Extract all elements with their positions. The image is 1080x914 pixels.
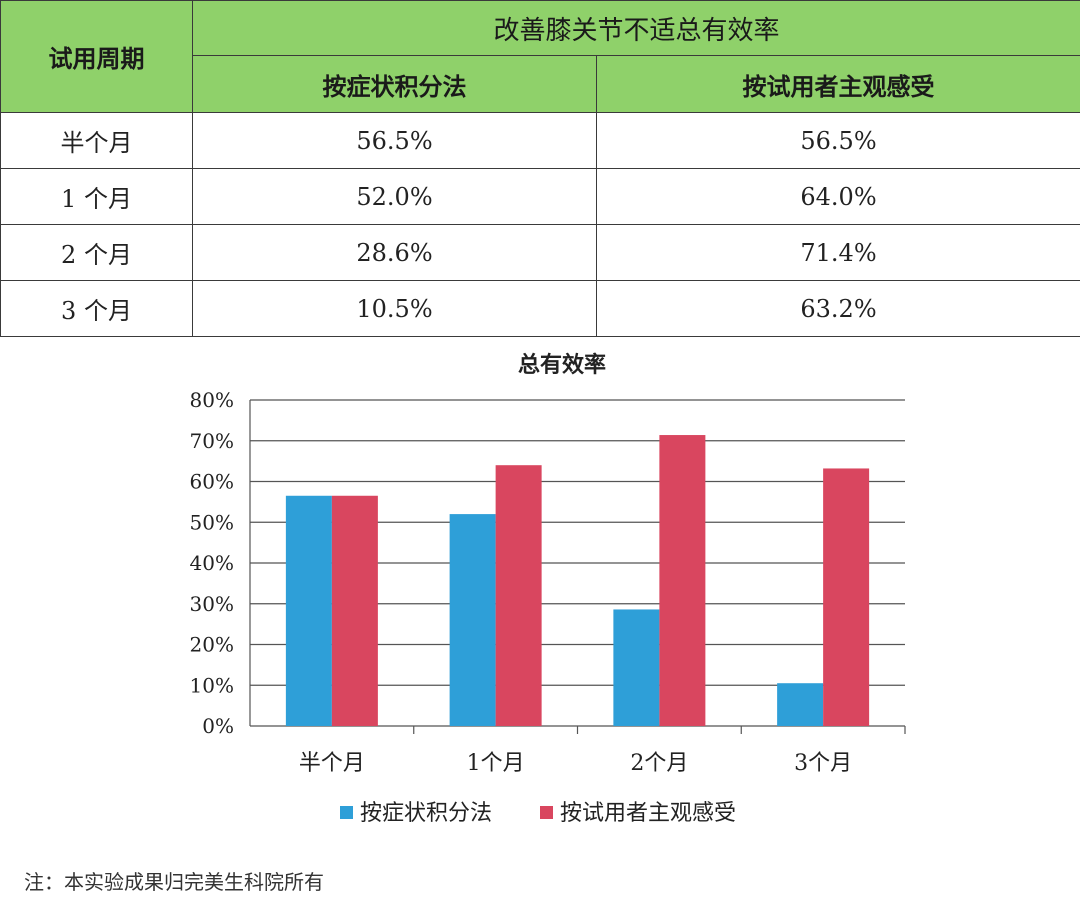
cell-subjective: 63.2% bbox=[595, 280, 1080, 337]
chart-legend: 按症状积分法 按试用者主观感受 bbox=[340, 801, 736, 826]
y-tick-label: 70% bbox=[190, 429, 234, 453]
chart-bars bbox=[285, 435, 870, 726]
cell-symptom-score: 10.5% bbox=[192, 280, 597, 337]
table-row: 半个月 56.5% 56.5% bbox=[0, 112, 1080, 169]
x-category-label: 2个月 bbox=[630, 751, 688, 776]
table-row: 3 个月 10.5% 63.2% bbox=[0, 280, 1080, 337]
cell-symptom-score: 56.5% bbox=[192, 112, 597, 169]
table-row: 2 个月 28.6% 71.4% bbox=[0, 224, 1080, 281]
x-category-label: 半个月 bbox=[299, 751, 365, 776]
cell-subjective: 71.4% bbox=[595, 224, 1080, 281]
y-tick-label: 50% bbox=[190, 510, 234, 534]
cell-symptom-score: 28.6% bbox=[192, 224, 597, 281]
legend-swatch bbox=[340, 806, 353, 819]
y-tick-label: 60% bbox=[190, 470, 234, 494]
legend-label: 按症状积分法 bbox=[360, 801, 492, 826]
cell-subjective: 56.5% bbox=[595, 112, 1080, 169]
y-tick-label: 10% bbox=[190, 673, 234, 697]
legend-swatch bbox=[540, 806, 553, 819]
legend-label: 按试用者主观感受 bbox=[560, 801, 736, 826]
header-period: 试用周期 bbox=[0, 0, 193, 113]
bar-subjective bbox=[495, 465, 542, 726]
y-tick-label: 30% bbox=[190, 592, 234, 616]
cell-period: 3 个月 bbox=[0, 280, 193, 337]
footnote: 注：本实验成果归完美生科院所有 bbox=[24, 870, 324, 894]
chart-title: 总有效率 bbox=[518, 352, 606, 378]
x-category-label: 3个月 bbox=[794, 751, 852, 776]
bar-subjective bbox=[331, 495, 378, 726]
cell-subjective: 64.0% bbox=[595, 168, 1080, 225]
y-tick-label: 40% bbox=[190, 551, 234, 575]
y-tick-label: 80% bbox=[190, 388, 234, 412]
y-tick-label: 0% bbox=[202, 714, 234, 738]
header-symptom-score: 按症状积分法 bbox=[192, 55, 597, 113]
header-group: 改善膝关节不适总有效率 bbox=[191, 0, 1080, 56]
cell-symptom-score: 52.0% bbox=[192, 168, 597, 225]
x-category-label: 1个月 bbox=[467, 751, 525, 776]
cell-period: 1 个月 bbox=[0, 168, 193, 225]
cell-period: 2 个月 bbox=[0, 224, 193, 281]
bar-symptom-score bbox=[777, 683, 824, 726]
y-tick-label: 20% bbox=[190, 633, 234, 657]
header-subjective: 按试用者主观感受 bbox=[595, 55, 1080, 113]
y-axis-ticks: 0% 10% 20% 30% 40% 50% 60% 70% 80% bbox=[190, 388, 234, 738]
table-row: 1 个月 52.0% 64.0% bbox=[0, 168, 1080, 225]
bar-symptom-score bbox=[613, 609, 660, 726]
bar-symptom-score bbox=[285, 495, 332, 726]
bar-subjective bbox=[659, 435, 706, 726]
cell-period: 半个月 bbox=[0, 112, 193, 169]
efficacy-table: 试用周期 改善膝关节不适总有效率 按症状积分法 按试用者主观感受 半个月 56.… bbox=[0, 0, 1080, 337]
x-axis-categories: 半个月 1个月 2个月 3个月 bbox=[299, 751, 852, 776]
bar-subjective bbox=[823, 468, 870, 726]
efficacy-bar-chart: 总有效率 0% 10% 20% 30% 40% 50% 60% 70% 80% 半个月 1个月 2个… bbox=[190, 352, 906, 826]
bar-symptom-score bbox=[449, 514, 496, 726]
